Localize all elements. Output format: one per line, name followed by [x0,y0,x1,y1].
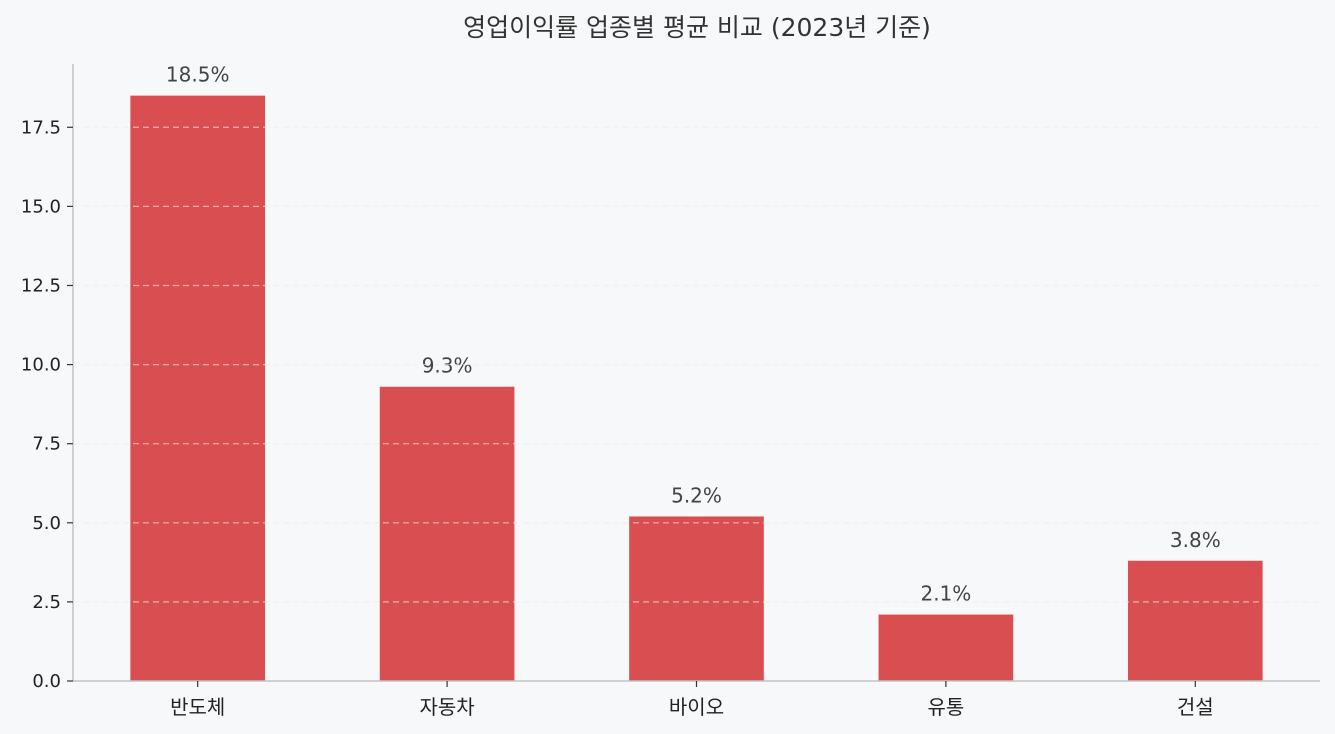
y-tick-label: 5.0 [32,513,61,534]
data-label-2: 9.3% [422,354,473,378]
y-tick-label: 7.5 [32,434,61,455]
bar-3 [629,516,764,681]
data-labels: 18.5%9.3%5.2%2.1%3.8% [73,63,1320,606]
y-tick-label: 2.5 [32,592,61,613]
y-tick-label: 0.0 [32,671,61,692]
x-tick-label: 바이오 [669,695,724,719]
x-tick-label: 자동차 [419,695,474,719]
y-tick-label: 12.5 [21,275,61,296]
data-label-5: 3.8% [1170,528,1221,552]
y-tick-label: 10.0 [21,355,61,376]
y-tick-label: 17.5 [21,117,61,138]
axes: 0.0 2.5 5.0 7.5 10.0 12.5 15.0 17.5 반도체 자동차 바이오 유통 건… [21,64,1320,719]
data-label-1: 18.5% [166,63,230,87]
bar-1 [130,95,266,681]
bar-5 [1127,560,1263,681]
x-tick-label: 건설 [1177,695,1214,719]
data-label-3: 5.2% [671,483,722,507]
bar-2 [379,386,515,681]
y-tick-label: 15.0 [21,196,61,217]
x-tick-label: 반도체 [170,695,225,719]
bars [130,95,1263,681]
chart-title: 영업이익률 업종별 평균 비교 (2023년 기준) [463,13,931,42]
x-tick-label: 유통 [927,695,964,719]
bar-4 [878,614,1014,681]
